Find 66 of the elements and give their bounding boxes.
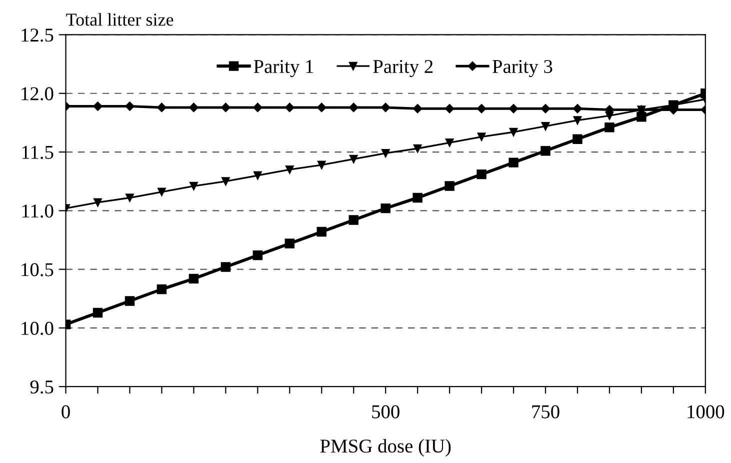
point — [444, 181, 454, 191]
point — [541, 122, 550, 130]
point — [93, 102, 102, 111]
y-tick-label: 11.5 — [22, 146, 54, 160]
point — [476, 104, 486, 114]
point — [444, 104, 454, 114]
point — [253, 102, 262, 112]
point — [572, 104, 582, 114]
point — [348, 102, 358, 112]
point — [285, 165, 294, 174]
point — [157, 102, 166, 112]
point — [380, 102, 390, 112]
point — [317, 160, 326, 170]
y-tick-label: 10.5 — [22, 263, 54, 276]
y-tick-label: 12.5 — [22, 28, 54, 42]
y-tick-label: 11.0 — [22, 204, 54, 218]
point — [158, 188, 166, 196]
x-tick-label: 1000 — [688, 405, 724, 418]
point — [508, 158, 518, 168]
y-axis-title: Total litter size — [66, 13, 174, 26]
point — [316, 226, 326, 237]
x-tick-label: 500 — [372, 405, 400, 418]
point — [348, 215, 358, 225]
x-tick-label: 750 — [532, 405, 560, 418]
point — [285, 102, 294, 112]
point — [573, 116, 582, 125]
point — [220, 262, 231, 272]
legend-label: Parity 2 — [373, 60, 433, 78]
point — [381, 149, 390, 158]
point — [125, 102, 134, 111]
point — [92, 308, 103, 318]
point — [349, 154, 358, 164]
point — [540, 104, 550, 114]
point — [477, 132, 486, 141]
point — [156, 284, 167, 294]
point — [445, 138, 454, 147]
point — [189, 102, 198, 112]
legend-label: Parity 3 — [492, 60, 552, 78]
point — [476, 169, 486, 180]
point — [604, 122, 614, 132]
point — [94, 198, 102, 207]
y-tick-label: 12.0 — [22, 87, 54, 100]
point — [508, 104, 518, 114]
point — [572, 134, 582, 144]
y-tick-label: 10.0 — [22, 322, 54, 335]
point — [540, 146, 550, 156]
x-tick-label: 0 — [62, 405, 70, 418]
point — [254, 171, 262, 180]
point — [284, 238, 295, 248]
point — [380, 203, 390, 214]
point — [413, 144, 422, 153]
point — [221, 102, 230, 112]
point — [190, 182, 198, 190]
point — [124, 296, 135, 306]
point — [412, 104, 422, 114]
point — [636, 112, 646, 122]
point — [188, 274, 199, 284]
point — [509, 128, 518, 136]
point — [317, 102, 326, 112]
point — [126, 194, 134, 202]
point — [412, 192, 422, 203]
y-tick-label: 9.5 — [30, 380, 54, 394]
point — [222, 177, 230, 186]
legend-label: Parity 1 — [254, 60, 314, 78]
point — [252, 250, 263, 260]
x-axis-title: PMSG dose (IU) — [320, 438, 451, 457]
